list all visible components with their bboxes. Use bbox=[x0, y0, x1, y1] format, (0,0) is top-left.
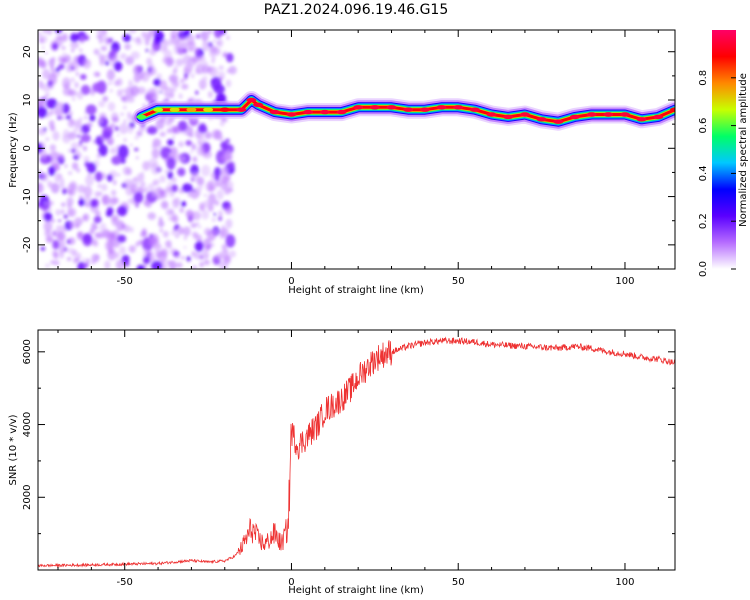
colorbar-tick-label: 0.6 bbox=[698, 118, 709, 134]
ridge-point bbox=[246, 97, 257, 103]
snr-y-label: SNR (10 * v/v) bbox=[8, 414, 19, 485]
ridge-point bbox=[603, 112, 614, 117]
ridge-point bbox=[670, 107, 675, 112]
ridge-point bbox=[336, 109, 347, 115]
x-tick-label: 50 bbox=[452, 276, 465, 287]
colorbar-tick-label: 0.4 bbox=[698, 165, 709, 181]
spectrogram-y-ticks: -20 -10 0 10 20 bbox=[22, 45, 675, 270]
y-tick-label: 4000 bbox=[22, 412, 33, 437]
y-tick-label: -20 bbox=[22, 237, 33, 253]
y-tick-label: 20 bbox=[22, 45, 33, 58]
snr-y-ticks: 2000 4000 6000 bbox=[22, 339, 675, 535]
colorbar-label: Normalized spectral amplitude bbox=[738, 73, 749, 227]
ridge-point bbox=[403, 107, 414, 112]
ridge-point bbox=[436, 105, 447, 110]
ridge-point bbox=[620, 112, 630, 117]
ridge-point bbox=[469, 107, 480, 112]
ridge-point bbox=[236, 107, 247, 112]
x-tick-label: 100 bbox=[615, 276, 634, 287]
snr-x-ticks: -50 0 50 100 bbox=[57, 330, 659, 588]
ridge-point bbox=[153, 107, 164, 112]
colorbar-tick-label: 0.0 bbox=[698, 261, 709, 277]
ridge-point bbox=[353, 105, 364, 110]
x-tick-label: -50 bbox=[117, 577, 133, 588]
spectrogram-x-ticks: -50 0 50 100 bbox=[57, 30, 659, 287]
ridge-point bbox=[253, 102, 264, 108]
snr-frame bbox=[37, 329, 676, 571]
snr-panel: -50 0 50 100 2000 4000 6000 Height of straigh… bbox=[8, 329, 676, 596]
y-tick-label: -10 bbox=[22, 188, 33, 204]
colorbar: 0.0 0.2 0.4 0.6 0.8 Normalized spectral ampl… bbox=[698, 30, 749, 277]
ridge-point bbox=[636, 117, 647, 122]
ridge-point bbox=[419, 107, 430, 112]
ridge-point bbox=[219, 107, 230, 112]
ridge-point bbox=[569, 114, 580, 120]
ridge-point bbox=[203, 107, 214, 112]
colorbar-tick-label: 0.2 bbox=[698, 213, 709, 229]
ridge-point bbox=[369, 105, 380, 110]
ridge-point bbox=[503, 114, 514, 120]
ridge-point bbox=[586, 112, 597, 117]
spectrogram-frame bbox=[37, 29, 676, 270]
noise-speckle bbox=[38, 30, 237, 269]
ridge-point bbox=[536, 117, 547, 122]
ridge-point bbox=[453, 105, 464, 110]
ridge-point bbox=[303, 109, 314, 115]
ridge-point bbox=[553, 119, 564, 124]
colorbar-tick-label: 0.8 bbox=[698, 70, 709, 86]
ridge-point bbox=[186, 107, 197, 112]
snr-series-line bbox=[38, 336, 675, 569]
ridge-point bbox=[136, 114, 147, 120]
colorbar-ticks: 0.0 0.2 0.4 0.6 0.8 bbox=[698, 70, 736, 277]
ridge-point bbox=[519, 112, 530, 117]
ridge-point bbox=[269, 109, 280, 115]
ridge-point bbox=[386, 105, 397, 110]
y-tick-label: 0 bbox=[22, 145, 33, 151]
x-tick-label: 0 bbox=[288, 577, 294, 588]
ridge-point bbox=[319, 109, 330, 115]
x-tick-label: 50 bbox=[452, 577, 465, 588]
ridge-point bbox=[286, 112, 297, 117]
ridge-band-6 bbox=[139, 98, 675, 124]
y-tick-label: 6000 bbox=[22, 339, 33, 364]
spectrogram-panel: -50 0 50 100 -20 -10 0 10 20 Height of straight… bbox=[8, 29, 676, 296]
y-tick-label: 2000 bbox=[22, 485, 33, 510]
spectrogram-y-label: Frequency (Hz) bbox=[8, 112, 19, 188]
x-tick-label: 100 bbox=[615, 577, 634, 588]
ridge-point bbox=[653, 114, 664, 120]
ridge-point bbox=[486, 112, 497, 117]
x-tick-label: 0 bbox=[288, 276, 294, 287]
y-tick-label: 10 bbox=[22, 94, 33, 107]
x-tick-label: -50 bbox=[117, 276, 133, 287]
spectrogram-x-label: Height of straight line (km) bbox=[288, 285, 424, 296]
figure-title: PAZ1.2024.096.19.46.G15 bbox=[264, 2, 449, 18]
colorbar-gradient bbox=[712, 30, 736, 269]
snr-x-label: Height of straight line (km) bbox=[288, 585, 424, 596]
frequency-ridge bbox=[132, 91, 675, 131]
ridge-point bbox=[169, 107, 180, 112]
